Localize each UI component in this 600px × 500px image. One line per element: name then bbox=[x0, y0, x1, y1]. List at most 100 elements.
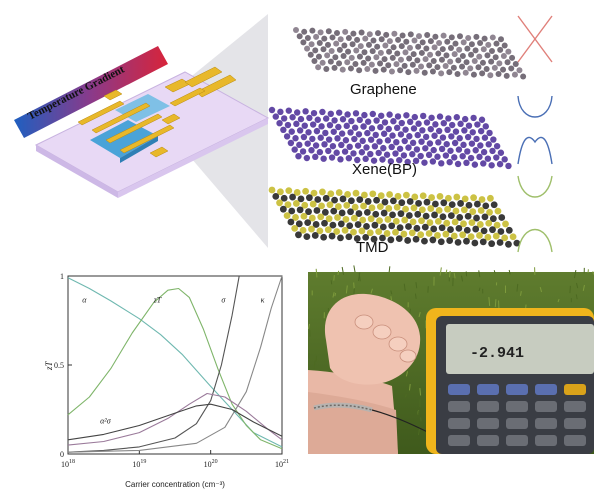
atom bbox=[292, 135, 299, 142]
atom bbox=[307, 51, 314, 58]
material-label-1: Graphene bbox=[350, 81, 417, 98]
atom bbox=[359, 216, 367, 224]
atom bbox=[369, 110, 376, 118]
atom bbox=[403, 112, 410, 119]
atom bbox=[300, 39, 307, 46]
atom bbox=[311, 232, 319, 239]
chart-ticks: 1018 1019 1020 1021 0 0.5 1 bbox=[54, 272, 289, 469]
atom bbox=[473, 135, 480, 143]
atom bbox=[326, 201, 334, 209]
zt-chart: 1018 1019 1020 1021 0 0.5 1 α zT σ κ α²σ zT Carrie… bbox=[44, 272, 289, 489]
atom bbox=[431, 200, 439, 208]
atom bbox=[498, 36, 504, 43]
atom bbox=[489, 34, 496, 41]
atom bbox=[493, 40, 500, 47]
atom bbox=[363, 144, 370, 151]
atom bbox=[279, 205, 287, 213]
atom bbox=[380, 130, 388, 137]
atom bbox=[368, 125, 376, 132]
atom bbox=[418, 49, 425, 56]
atom bbox=[334, 30, 340, 37]
atom bbox=[379, 223, 387, 231]
atom bbox=[337, 36, 344, 43]
atom bbox=[340, 53, 347, 60]
atom bbox=[312, 142, 320, 149]
atom bbox=[334, 214, 341, 221]
atom bbox=[287, 218, 295, 226]
atom bbox=[491, 64, 498, 71]
atom bbox=[402, 49, 409, 56]
grass-blade bbox=[569, 285, 571, 294]
atom bbox=[395, 36, 402, 43]
atom bbox=[486, 208, 493, 216]
atom bbox=[389, 132, 396, 139]
atom bbox=[301, 201, 309, 209]
annotation-2: zT bbox=[153, 296, 162, 305]
x-tick-label: 1019 bbox=[132, 459, 146, 469]
atom bbox=[431, 132, 438, 139]
atom bbox=[442, 230, 450, 238]
atom bbox=[320, 46, 327, 53]
atom bbox=[302, 187, 309, 195]
atom bbox=[455, 57, 462, 64]
atom bbox=[427, 205, 435, 212]
atom bbox=[460, 141, 467, 149]
grass-blade bbox=[390, 296, 392, 301]
grass-blade bbox=[404, 394, 407, 398]
grass-blade bbox=[405, 371, 408, 377]
multimeter-display bbox=[446, 324, 594, 374]
atom bbox=[447, 58, 454, 65]
atom bbox=[414, 57, 421, 64]
grass-blade bbox=[414, 293, 417, 299]
atom bbox=[354, 156, 361, 164]
atom bbox=[294, 109, 301, 116]
meter-button bbox=[506, 401, 528, 412]
atom bbox=[339, 195, 347, 203]
atom bbox=[419, 127, 426, 134]
atom bbox=[395, 235, 403, 243]
atom bbox=[375, 30, 381, 37]
atom bbox=[505, 240, 512, 248]
grass-blade bbox=[539, 287, 543, 293]
meter-button bbox=[477, 384, 499, 395]
atom bbox=[398, 119, 405, 127]
atom bbox=[481, 134, 489, 141]
atom bbox=[316, 148, 324, 156]
atom bbox=[488, 162, 495, 169]
grass-blade bbox=[333, 275, 335, 281]
atom bbox=[467, 154, 475, 162]
atom bbox=[305, 129, 312, 136]
atom bbox=[356, 53, 363, 60]
atom bbox=[406, 55, 413, 62]
atom bbox=[443, 140, 450, 148]
atom bbox=[425, 151, 433, 159]
atom bbox=[463, 159, 470, 166]
atom bbox=[268, 186, 276, 194]
atom bbox=[430, 57, 437, 64]
atom bbox=[354, 221, 362, 228]
atom bbox=[333, 149, 340, 156]
atom bbox=[370, 157, 378, 164]
atom bbox=[487, 194, 494, 202]
atom bbox=[389, 211, 396, 219]
x-tick-label: 1018 bbox=[61, 459, 75, 469]
atom bbox=[421, 223, 429, 231]
atom bbox=[327, 110, 334, 118]
atom bbox=[393, 138, 400, 146]
grass-blade bbox=[575, 282, 579, 289]
atom bbox=[361, 191, 368, 199]
atom bbox=[329, 142, 337, 150]
wearable-photo: -2.941 bbox=[308, 265, 595, 454]
atom bbox=[475, 64, 482, 71]
atom bbox=[365, 55, 372, 62]
atom bbox=[497, 46, 504, 53]
material-label-3: TMD bbox=[356, 239, 389, 256]
dirac-line-2 bbox=[517, 15, 553, 63]
atom bbox=[389, 197, 397, 205]
atom bbox=[485, 41, 492, 48]
atom bbox=[331, 196, 338, 204]
atom bbox=[407, 31, 414, 38]
atom bbox=[309, 27, 316, 34]
x-tick-label: 1020 bbox=[204, 459, 218, 469]
atom bbox=[469, 129, 476, 136]
